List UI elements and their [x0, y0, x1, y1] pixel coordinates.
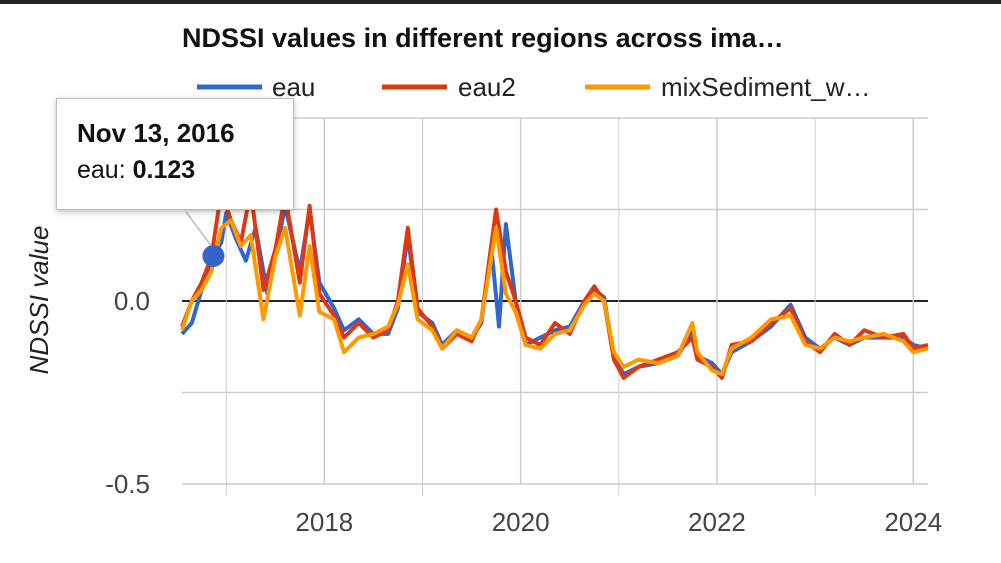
- y-axis-label: NDSSI value: [24, 226, 54, 375]
- legend-item-eau[interactable]: eau: [197, 72, 315, 102]
- x-tick-label: 2022: [688, 507, 746, 537]
- x-tick-label: 2018: [295, 507, 353, 537]
- tooltip: Nov 13, 2016 eau: 0.123: [56, 98, 294, 210]
- axis-ticks: 2018 2020 2022 2024 0.0 -0.5: [105, 286, 942, 537]
- y-tick-label: -0.5: [105, 469, 150, 499]
- hover-point[interactable]: [202, 244, 225, 267]
- tooltip-separator: :: [118, 156, 133, 184]
- tooltip-date: Nov 13, 2016: [77, 118, 235, 148]
- legend: eau eau2 mixSediment_w…: [197, 72, 871, 102]
- x-tick-label: 2024: [884, 507, 942, 537]
- tooltip-value: 0.123: [132, 156, 196, 184]
- series-line-mixsediment-w[interactable]: [180, 218, 929, 377]
- tooltip-row: eau: 0.123: [77, 153, 293, 187]
- tooltip-series: eau: [77, 156, 119, 184]
- x-tick-label: 2020: [492, 507, 550, 537]
- tooltip-pointer: [185, 211, 216, 252]
- legend-label-eau: eau: [272, 72, 315, 102]
- y-tick-label: 0.0: [114, 286, 150, 316]
- top-border: [0, 0, 1001, 4]
- legend-label-mixsediment: mixSediment_w…: [661, 72, 871, 102]
- legend-item-eau2[interactable]: eau2: [382, 72, 516, 102]
- legend-item-mixsediment[interactable]: mixSediment_w…: [585, 72, 871, 102]
- chart-title: NDSSI values in different regions across…: [182, 23, 784, 53]
- legend-label-eau2: eau2: [458, 72, 516, 102]
- series-lines: [180, 189, 929, 380]
